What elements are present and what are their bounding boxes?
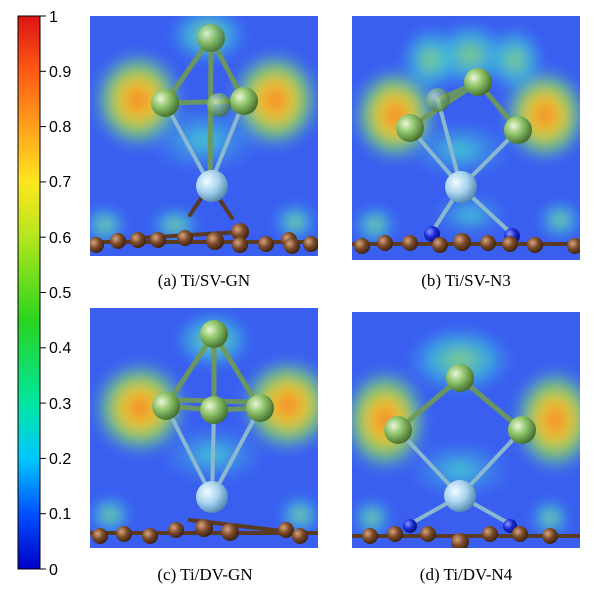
- carbon-atom: [278, 522, 294, 538]
- carbon-atom: [354, 238, 370, 254]
- carbon-atom: [150, 232, 166, 248]
- ti-atom: [445, 171, 477, 203]
- colorbar-tick-label: 0.8: [49, 119, 71, 136]
- molecule-c: [90, 320, 318, 544]
- cluster-atom: [446, 364, 474, 392]
- colorbar: 1 0.9 0.8 0.7 0.6 0.5 0.4 0.3 0.2 0.1 0: [17, 9, 71, 579]
- carbon-atom: [420, 526, 436, 542]
- carbon-atom: [177, 230, 193, 246]
- carbon-atom: [387, 526, 403, 542]
- carbon-atom: [221, 523, 239, 541]
- carbon-atom: [258, 236, 274, 252]
- ti-atom: [196, 481, 228, 513]
- carbon-atom: [168, 522, 184, 538]
- cluster-atom: [151, 89, 179, 117]
- panel-c: (c) Ti/DV-GN: [90, 308, 318, 584]
- colorbar-tick-label: 0.1: [49, 506, 71, 523]
- carbon-atom: [362, 528, 378, 544]
- colorbar-tick-label: 0.5: [49, 285, 71, 302]
- carbon-atom: [292, 528, 308, 544]
- nitrogen-atom: [424, 226, 440, 242]
- molecule-b: [352, 68, 580, 254]
- colorbar-tick-label: 0.3: [49, 396, 71, 413]
- cluster-atom: [464, 68, 492, 96]
- carbon-atom: [142, 528, 158, 544]
- cluster-atom: [426, 88, 450, 112]
- carbon-atom: [232, 237, 248, 253]
- colorbar-tick-label: 0.7: [49, 174, 71, 191]
- carbon-atom: [480, 235, 496, 251]
- panel-b: (b) Ti/SV-N3: [352, 16, 580, 290]
- carbon-atom: [195, 519, 213, 537]
- colorbar-tick-label: 0.2: [49, 451, 71, 468]
- carbon-atom: [567, 238, 580, 254]
- carbon-atom: [502, 236, 518, 252]
- molecule-a: [90, 24, 318, 254]
- panel-caption-c: (c) Ti/DV-GN: [157, 565, 252, 584]
- colorbar-tick-label: 0: [49, 562, 58, 579]
- carbon-atom: [453, 233, 471, 251]
- nitrogen-atom: [403, 519, 417, 533]
- carbon-atom: [432, 237, 448, 253]
- cluster-atom: [384, 416, 412, 444]
- carbon-atom: [527, 237, 543, 253]
- panel-a: (a) Ti/SV-GN: [90, 16, 318, 290]
- carbon-atom: [482, 526, 498, 542]
- cluster-atom: [152, 392, 180, 420]
- carbon-atom: [130, 232, 146, 248]
- ti-atom: [196, 170, 228, 202]
- cluster-atom: [200, 320, 228, 348]
- elf-map-b: [352, 16, 580, 260]
- panel-d: (d) Ti/DV-N4: [352, 312, 580, 584]
- carbon-atom: [451, 533, 469, 548]
- carbon-atom: [377, 235, 393, 251]
- carbon-atom: [542, 528, 558, 544]
- carbon-atom: [92, 528, 108, 544]
- carbon-atom: [284, 238, 300, 254]
- panel-caption-d: (d) Ti/DV-N4: [420, 565, 513, 584]
- panel-caption-a: (a) Ti/SV-GN: [158, 271, 250, 290]
- colorbar-tick-label: 0.9: [49, 64, 71, 81]
- carbon-atom: [231, 223, 249, 241]
- colorbar-ticks: [40, 15, 46, 570]
- cluster-atom: [207, 93, 231, 117]
- cluster-atom: [396, 114, 424, 142]
- carbon-atom: [110, 233, 126, 249]
- colorbar-tick-label: 0.6: [49, 230, 71, 247]
- cluster-atom: [197, 24, 225, 52]
- colorbar-tick-label: 1: [49, 9, 58, 26]
- carbon-atom: [402, 235, 418, 251]
- cluster-atom: [504, 116, 532, 144]
- carbon-atom: [512, 526, 528, 542]
- carbon-atom: [303, 236, 318, 252]
- cluster-atom: [508, 416, 536, 444]
- carbon-atom: [116, 526, 132, 542]
- carbon-atom: [90, 237, 104, 253]
- colorbar-gradient: [17, 15, 41, 570]
- cluster-atom: [200, 396, 228, 424]
- colorbar-tick-label: 0.4: [49, 340, 71, 357]
- ti-atom: [444, 480, 476, 512]
- cluster-atom: [246, 394, 274, 422]
- molecule-d: [352, 364, 580, 548]
- elf-map-d: [352, 312, 580, 548]
- cluster-atom: [230, 87, 258, 115]
- panel-caption-b: (b) Ti/SV-N3: [421, 271, 511, 290]
- carbon-atom: [206, 232, 224, 250]
